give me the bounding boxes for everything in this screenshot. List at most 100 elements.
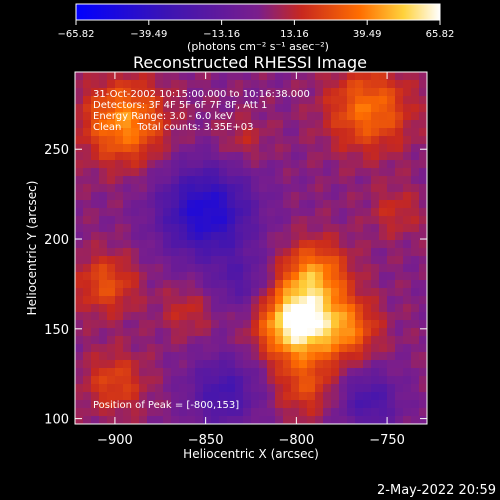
heatmap-cell [115, 80, 124, 89]
heatmap-cell [163, 152, 172, 161]
heatmap-cell [163, 400, 172, 409]
heatmap-cell [283, 408, 292, 417]
heatmap-cell [307, 224, 316, 233]
heatmap-cell [123, 256, 132, 265]
heatmap-cell [171, 256, 180, 265]
heatmap-cell [211, 152, 220, 161]
heatmap-cell [331, 80, 340, 89]
heatmap-cell [107, 168, 116, 177]
heatmap-cell [91, 96, 100, 105]
heatmap-cell [219, 392, 228, 401]
heatmap-cell [275, 368, 284, 377]
heatmap-cell [123, 216, 132, 225]
heatmap-cell [107, 224, 116, 233]
heatmap-cell [235, 264, 244, 273]
heatmap-cell [163, 376, 172, 385]
heatmap-cell [347, 128, 356, 137]
heatmap-cell [211, 136, 220, 145]
heatmap-cell [395, 192, 404, 201]
heatmap-cell [379, 128, 388, 137]
heatmap-cell [283, 296, 292, 305]
heatmap-cell [75, 144, 84, 153]
heatmap-cell [211, 208, 220, 217]
heatmap-cell [155, 128, 164, 137]
heatmap-cell [259, 152, 268, 161]
heatmap-cell [243, 264, 252, 273]
heatmap-cell [227, 208, 236, 217]
heatmap-cell [403, 320, 412, 329]
heatmap-cell [299, 224, 308, 233]
heatmap-cell [267, 192, 276, 201]
heatmap-cell [371, 368, 380, 377]
heatmap-cell [227, 144, 236, 153]
heatmap-cell [147, 384, 156, 393]
heatmap-cell [219, 200, 228, 209]
heatmap-cell [195, 120, 204, 129]
heatmap-cell [411, 120, 420, 129]
heatmap-cell [83, 408, 92, 417]
heatmap-cell [251, 72, 260, 81]
heatmap-cell [91, 232, 100, 241]
heatmap-cell [275, 136, 284, 145]
annotation-detectors: Detectors: 3F 4F 5F 6F 7F 8F, Att 1 [93, 100, 267, 111]
heatmap-cell [219, 376, 228, 385]
heatmap-cell [171, 152, 180, 161]
heatmap-cell [307, 144, 316, 153]
heatmap-cell [243, 416, 252, 424]
heatmap-cell [131, 280, 140, 289]
heatmap-cell [387, 280, 396, 289]
heatmap-cell [115, 216, 124, 225]
heatmap-cell [363, 304, 372, 313]
heatmap-cell [227, 392, 236, 401]
heatmap-cell [267, 104, 276, 113]
heatmap-cell [211, 416, 220, 424]
heatmap-cell [267, 320, 276, 329]
heatmap-cell [259, 160, 268, 169]
heatmap-cell [91, 408, 100, 417]
heatmap-cell [299, 312, 308, 321]
heatmap-cell [251, 224, 260, 233]
heatmap-cell [227, 408, 236, 417]
heatmap-cell [139, 344, 148, 353]
heatmap-cell [147, 216, 156, 225]
heatmap-cell [219, 344, 228, 353]
heatmap-cell [155, 368, 164, 377]
colorbar [75, 3, 441, 21]
heatmap-cell [243, 128, 252, 137]
heatmap-cell [147, 152, 156, 161]
heatmap-cell [275, 312, 284, 321]
heatmap-cell [323, 416, 332, 424]
heatmap-cell [379, 336, 388, 345]
heatmap-cell [275, 88, 284, 97]
heatmap-cell [259, 360, 268, 369]
heatmap-cell [411, 144, 420, 153]
heatmap-cell [291, 224, 300, 233]
heatmap-cell [123, 312, 132, 321]
heatmap-cell [371, 184, 380, 193]
heatmap-cell [291, 80, 300, 89]
heatmap-cell [323, 120, 332, 129]
heatmap-cell [163, 384, 172, 393]
heatmap-cell [395, 344, 404, 353]
heatmap-cell [339, 160, 348, 169]
heatmap-cell [275, 104, 284, 113]
heatmap-cell [219, 168, 228, 177]
heatmap-cell [179, 200, 188, 209]
heatmap-cell [291, 336, 300, 345]
heatmap-cell [235, 248, 244, 257]
heatmap-cell [75, 392, 84, 401]
heatmap-cell [179, 104, 188, 113]
heatmap-cell [395, 240, 404, 249]
heatmap-cell [227, 216, 236, 225]
heatmap-cell [195, 128, 204, 137]
heatmap-cell [315, 304, 324, 313]
heatmap-cell [163, 280, 172, 289]
heatmap-cell [307, 184, 316, 193]
heatmap-cell [339, 120, 348, 129]
heatmap-cell [251, 304, 260, 313]
heatmap-cell [99, 88, 108, 97]
heatmap-cell [307, 344, 316, 353]
heatmap-cell [235, 184, 244, 193]
heatmap-cell [387, 112, 396, 121]
heatmap-cell [315, 336, 324, 345]
